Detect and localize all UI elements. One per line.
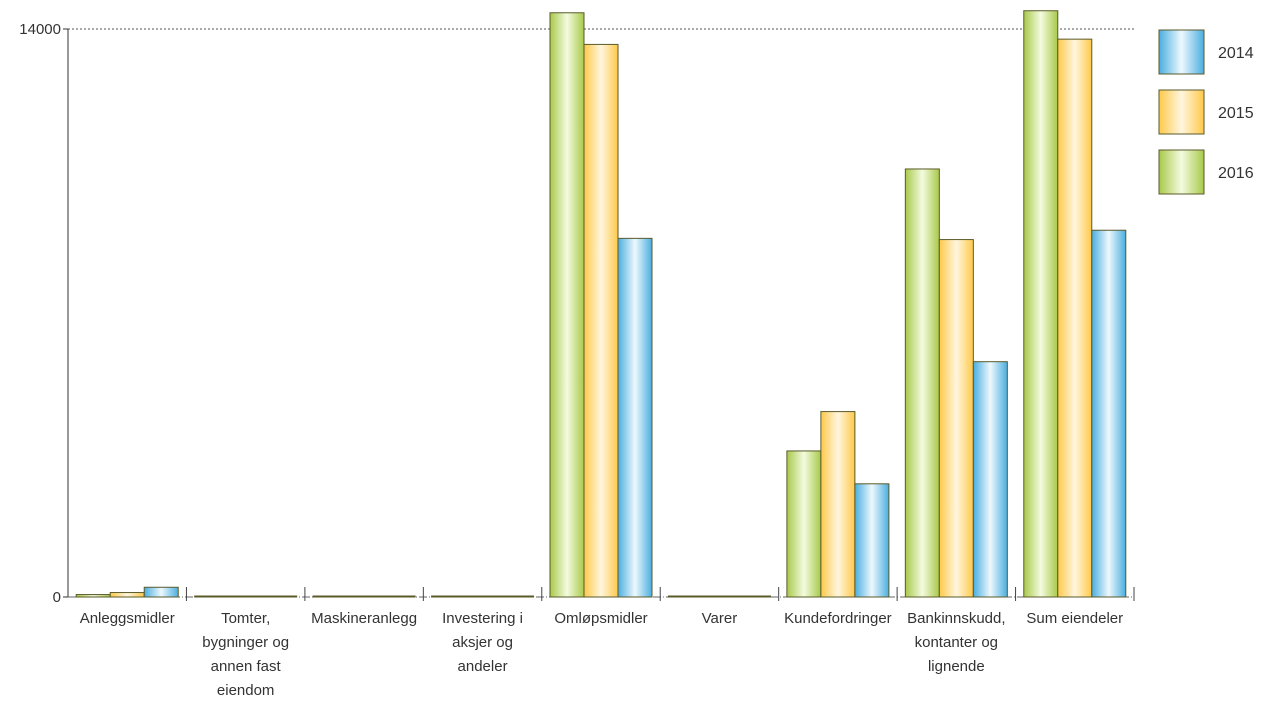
x-category-label: Omløpsmidler bbox=[554, 610, 647, 627]
bar-2015 bbox=[701, 595, 737, 598]
bar-2014 bbox=[143, 586, 179, 598]
bar-2015 bbox=[820, 411, 856, 598]
bar-2016 bbox=[75, 594, 111, 598]
x-category-label: Kundefordringer bbox=[784, 610, 892, 627]
legend-swatch-2016 bbox=[1158, 149, 1205, 195]
bar-2016 bbox=[312, 595, 348, 598]
bar-2014 bbox=[854, 483, 890, 598]
legend-label-2014: 2014 bbox=[1218, 45, 1254, 62]
x-category-label: Bankinnskudd, kontanter og lignende bbox=[907, 610, 1005, 675]
bar-2015 bbox=[583, 43, 619, 598]
y-tick-label: 0 bbox=[53, 589, 61, 606]
x-category-label: Maskineranlegg bbox=[311, 610, 417, 627]
bar-2016 bbox=[667, 595, 703, 598]
legend-label-2016: 2016 bbox=[1218, 165, 1254, 182]
bar-2015 bbox=[228, 595, 264, 598]
labels-layer: Anleggsmidler Tomter, bygninger og annen fa… bbox=[80, 610, 1123, 699]
legend-label-2015: 2015 bbox=[1218, 105, 1254, 122]
y-tick-label: 14000 bbox=[19, 21, 61, 38]
bar-2016 bbox=[431, 595, 467, 598]
x-category-label: Sum eiendeler bbox=[1026, 610, 1123, 627]
x-category-label: Tomter, bygninger og annen fast eiendom bbox=[202, 610, 289, 699]
bar-2014 bbox=[262, 595, 298, 598]
bar-2014 bbox=[499, 595, 535, 598]
bar-2014 bbox=[735, 595, 771, 598]
bar-2014 bbox=[1091, 229, 1127, 598]
bar-2015 bbox=[938, 239, 974, 598]
bars-layer bbox=[75, 10, 1127, 598]
x-category-label: Investering i aksjer og andeler bbox=[442, 610, 523, 675]
bar-2015 bbox=[346, 595, 382, 598]
legend-swatch-2015 bbox=[1158, 89, 1205, 135]
bar-2016 bbox=[786, 450, 822, 598]
legend: 2014 2015 2016 bbox=[1158, 29, 1254, 195]
bar-2015 bbox=[109, 592, 145, 598]
x-category-label: Anleggsmidler bbox=[80, 610, 175, 627]
x-category-label: Varer bbox=[702, 610, 738, 627]
bar-2014 bbox=[380, 595, 416, 598]
bar-2015 bbox=[465, 595, 501, 598]
bar-2016 bbox=[1023, 10, 1059, 598]
bar-2014 bbox=[972, 361, 1008, 598]
bar-2016 bbox=[194, 595, 230, 598]
bar-2016 bbox=[904, 168, 940, 598]
legend-swatch-2014 bbox=[1158, 29, 1205, 75]
bar-2015 bbox=[1057, 38, 1093, 598]
bar-2014 bbox=[617, 237, 653, 598]
bar-2016 bbox=[549, 12, 585, 598]
